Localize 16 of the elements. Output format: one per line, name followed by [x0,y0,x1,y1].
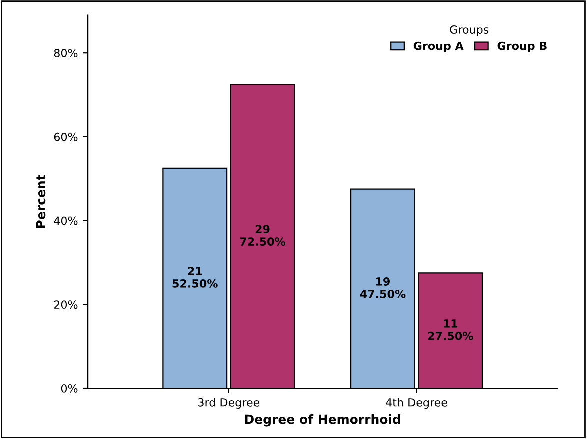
data-label: 19 47.50% [360,278,406,298]
data-label: 11 27.50% [428,320,474,340]
x-tick-label: 3rd Degree [198,398,260,409]
legend-label: Group A [414,42,464,52]
data-label: 29 72.50% [240,225,286,246]
y-tick-label: 40% [54,216,78,226]
legend-title: Groups [450,26,489,36]
legend-label: Group B [498,42,547,52]
x-tick-label: 4th Degree [386,398,448,409]
y-axis-title: Percent [36,174,46,228]
y-tick-label: 60% [54,132,78,142]
data-label: 21 52.50% [172,267,218,288]
x-axis-title: Degree of Hemorrhoid [245,414,400,427]
y-tick-label: 0% [61,384,78,393]
y-tick-label: 20% [54,300,78,310]
y-tick-label: 80% [54,49,78,58]
